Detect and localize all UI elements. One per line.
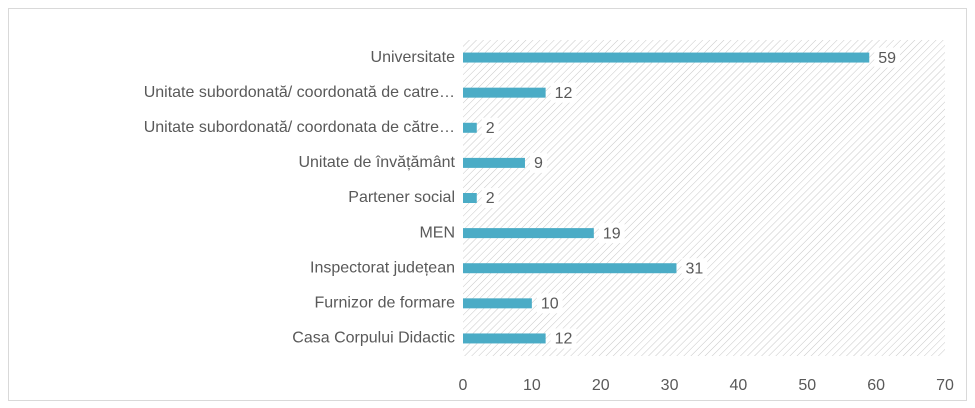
data-label-bg (481, 188, 499, 208)
y-tick-label: MEN (419, 224, 455, 241)
data-label-bg (550, 328, 577, 349)
x-tick-label: 70 (936, 377, 954, 394)
data-label-bg (529, 152, 547, 173)
x-tick-label: 30 (661, 377, 679, 394)
data-label: 2 (486, 120, 495, 137)
data-label: 9 (534, 155, 543, 172)
data-label-bg (874, 47, 901, 68)
x-tick-label: 50 (798, 377, 816, 394)
y-tick-label: Unitate subordonată/ coordonata de către… (144, 119, 455, 136)
bar (463, 333, 546, 344)
x-tick-label: 40 (730, 377, 748, 394)
y-tick-label: Unitate subordonată/ coordonată de catre… (144, 84, 455, 101)
data-label-bg (550, 82, 577, 103)
y-tick-label: Universitate (371, 49, 456, 66)
y-tick-label: Unitate de învățământ (298, 154, 455, 171)
data-label: 10 (541, 296, 559, 313)
plot-area (463, 40, 945, 356)
data-label: 19 (603, 225, 621, 242)
data-label: 12 (555, 85, 573, 102)
data-label: 31 (685, 260, 703, 277)
data-label-bg (536, 293, 563, 314)
data-label-bg (598, 223, 625, 244)
bar (463, 228, 594, 239)
bar (463, 52, 870, 63)
bar (463, 122, 477, 133)
bar (463, 87, 546, 98)
x-tick-label: 20 (592, 377, 610, 394)
bar (463, 157, 525, 168)
data-label: 2 (486, 190, 495, 207)
data-label-bg (681, 258, 708, 279)
x-tick-label: 0 (459, 377, 468, 394)
data-label: 12 (555, 331, 573, 348)
bar (463, 263, 677, 274)
data-label: 59 (878, 50, 896, 67)
bar (463, 193, 477, 203)
data-label-bg (481, 117, 499, 138)
y-tick-label: Casa Corpului Didactic (292, 330, 455, 347)
y-tick-label: Furnizor de formare (315, 295, 456, 312)
y-tick-label: Inspectorat județean (310, 259, 455, 276)
x-tick-label: 10 (523, 377, 541, 394)
y-tick-label: Partener social (348, 189, 455, 206)
bar (463, 298, 532, 309)
x-tick-label: 60 (867, 377, 885, 394)
